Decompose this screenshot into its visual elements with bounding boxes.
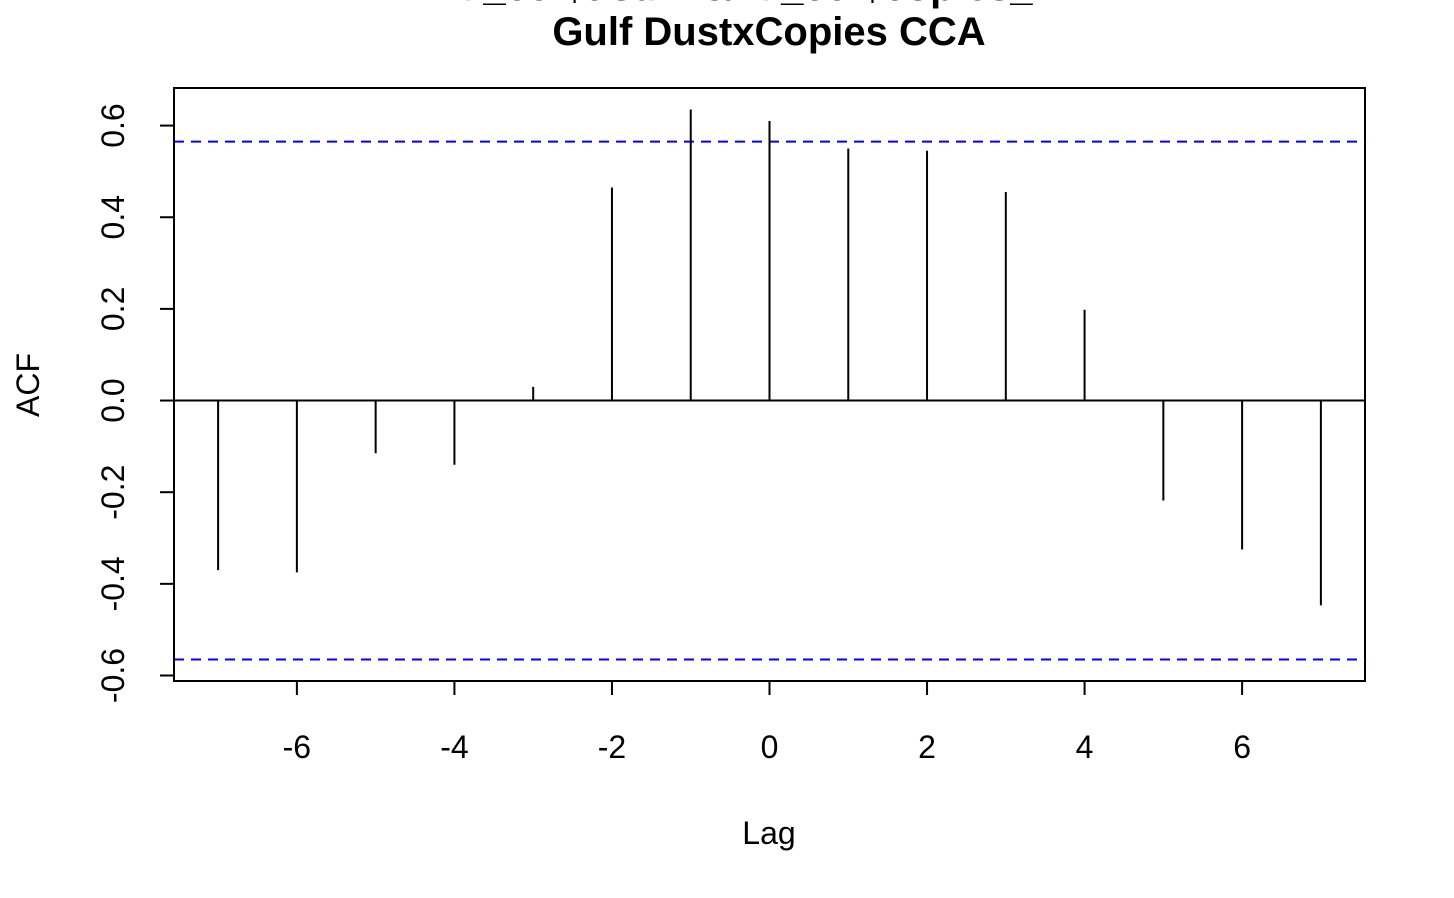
chart-title-line-1: fd_ccf$t.sum & fd_ccf$copies_mL (446, 0, 1093, 9)
x-tick-label: 2 (918, 729, 936, 765)
y-tick-label: -0.4 (95, 556, 131, 611)
y-tick-label: 0.4 (95, 195, 131, 239)
chart-title-line-2: Gulf DustxCopies CCA (552, 10, 985, 54)
y-axis: -0.6 -0.4 -0.2 0.0 0.2 0.4 0.6 (95, 103, 175, 703)
x-tick-label: -2 (598, 729, 626, 765)
x-axis: -6 -4 -2 0 2 4 6 (283, 680, 1251, 765)
y-axis-label: ACF (10, 353, 46, 417)
ccf-bars (217, 109, 1322, 606)
x-tick-label: 6 (1233, 729, 1251, 765)
y-tick-label: -0.6 (95, 648, 131, 703)
y-tick-label: -0.2 (95, 465, 131, 520)
x-axis-label: Lag (742, 815, 795, 851)
x-tick-label: 0 (761, 729, 779, 765)
x-tick-label: -6 (283, 729, 311, 765)
y-tick-label: 0.0 (95, 378, 131, 422)
y-tick-label: 0.2 (95, 287, 131, 331)
y-tick-label: 0.6 (95, 103, 131, 147)
x-tick-label: 4 (1076, 729, 1094, 765)
x-tick-label: -4 (440, 729, 468, 765)
